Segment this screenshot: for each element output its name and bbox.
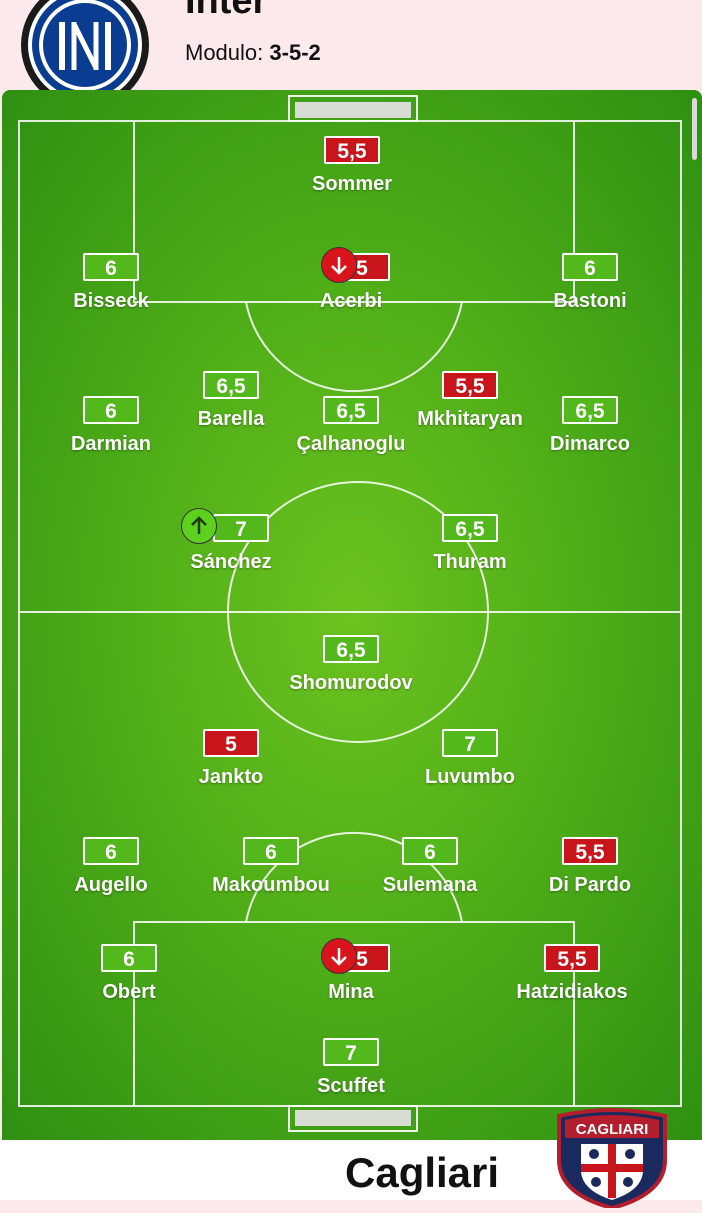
player-name: Scuffet: [317, 1075, 385, 1097]
player-mina[interactable]: 5 Mina: [271, 938, 431, 1004]
formation-label: Modulo:: [185, 40, 264, 65]
logo-text: CAGLIARI: [576, 1121, 649, 1138]
rating-badge: 6: [83, 837, 139, 865]
rating-badge: 5,5: [562, 837, 618, 865]
player-sommer[interactable]: 5,5 Sommer: [272, 136, 432, 196]
formation-value: 3-5-2: [269, 40, 321, 65]
home-team-name: Inter: [185, 0, 268, 22]
player-di-pardo[interactable]: 5,5 Di Pardo: [510, 837, 670, 897]
rating-badge: 6: [402, 837, 458, 865]
player-bastoni[interactable]: 6 Bastoni: [510, 253, 670, 313]
rating-badge: 6,5: [562, 396, 618, 424]
formation-info: Modulo: 3-5-2: [185, 40, 321, 66]
pitch-markings: [18, 95, 682, 1132]
inter-logo[interactable]: [18, 0, 152, 114]
rating-badge: 5,5: [544, 944, 600, 972]
player-sanchez[interactable]: 7 Sánchez: [151, 508, 311, 574]
substitution-out-icon: [321, 938, 357, 974]
player-name: Dimarco: [549, 433, 631, 455]
scrollbar[interactable]: [692, 98, 697, 160]
rating-badge: 6,5: [323, 635, 379, 663]
player-sulemana[interactable]: 6 Sulemana: [350, 837, 510, 897]
player-name: Acerbi: [319, 290, 383, 312]
player-augello[interactable]: 6 Augello: [31, 837, 191, 897]
player-makoumbou[interactable]: 6 Makoumbou: [191, 837, 351, 897]
player-name: Obert: [102, 981, 156, 1003]
player-name: Di Pardo: [548, 874, 632, 896]
player-dimarco[interactable]: 6,5 Dimarco: [510, 396, 670, 456]
player-name: Thuram: [433, 551, 507, 573]
player-calhanoglu[interactable]: 6,5 Çalhanoglu: [271, 396, 431, 456]
player-name: Çalhanoglu: [296, 433, 406, 455]
player-name: Sánchez: [190, 551, 272, 573]
player-mkhitaryan[interactable]: 5,5 Mkhitaryan: [390, 371, 550, 431]
rating-badge: 6,5: [203, 371, 259, 399]
player-name: Sommer: [311, 173, 393, 195]
rating-badge: 6: [83, 253, 139, 281]
rating-badge: 7: [323, 1038, 379, 1066]
away-team-name: Cagliari: [345, 1149, 500, 1196]
cagliari-logo[interactable]: CAGLIARI: [553, 1108, 671, 1211]
player-name: Shomurodov: [289, 672, 413, 694]
player-bisseck[interactable]: 6 Bisseck: [31, 253, 191, 313]
player-name: Bisseck: [73, 290, 149, 312]
player-name: Bastoni: [553, 290, 627, 312]
player-shomurodov[interactable]: 6,5 Shomurodov: [271, 635, 431, 695]
rating-badge: 5,5: [442, 371, 498, 399]
rating-badge: 6: [101, 944, 157, 972]
player-acerbi[interactable]: 5 Acerbi: [271, 247, 431, 313]
player-jankto[interactable]: 5 Jankto: [151, 729, 311, 789]
rating-badge: 6,5: [442, 514, 498, 542]
player-darmian[interactable]: 6 Darmian: [31, 396, 191, 456]
rating-badge: 7: [213, 514, 269, 542]
player-name: Makoumbou: [212, 874, 330, 896]
player-name: Hatzidiakos: [516, 981, 628, 1003]
player-scuffet[interactable]: 7 Scuffet: [271, 1038, 431, 1098]
rating-badge: 7: [442, 729, 498, 757]
player-name: Darmian: [70, 433, 152, 455]
rating-badge: 5: [203, 729, 259, 757]
player-name: Jankto: [198, 766, 264, 788]
player-name: Barella: [197, 408, 265, 430]
rating-badge: 6: [243, 837, 299, 865]
substitution-in-icon: [181, 508, 217, 544]
player-luvumbo[interactable]: 7 Luvumbo: [390, 729, 550, 789]
rating-badge: 6: [83, 396, 139, 424]
player-name: Luvumbo: [425, 766, 515, 788]
player-name: Mina: [328, 981, 374, 1003]
player-name: Mkhitaryan: [417, 408, 523, 430]
player-obert[interactable]: 6 Obert: [49, 944, 209, 1004]
player-hatzidiakos[interactable]: 5,5 Hatzidiakos: [492, 944, 652, 1004]
rating-badge: 5,5: [324, 136, 380, 164]
player-name: Sulemana: [382, 874, 478, 896]
substitution-out-icon: [321, 247, 357, 283]
player-thuram[interactable]: 6,5 Thuram: [390, 514, 550, 574]
player-name: Augello: [74, 874, 148, 896]
rating-badge: 6: [562, 253, 618, 281]
player-barella[interactable]: 6,5 Barella: [151, 371, 311, 431]
rating-badge: 6,5: [323, 396, 379, 424]
